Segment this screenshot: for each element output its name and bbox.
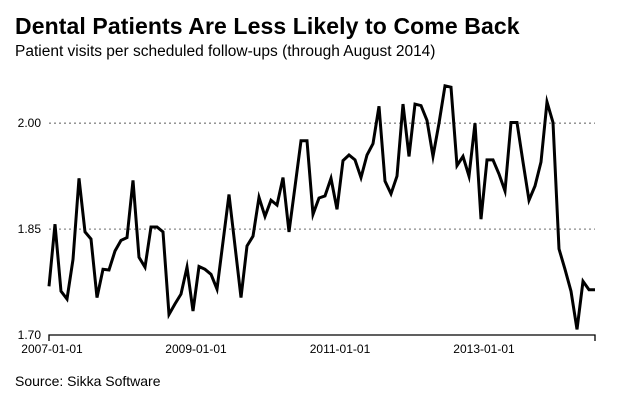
y-axis-ticks: 1.70 1.85 2.00 (18, 116, 42, 342)
y-tick-label: 1.70 (18, 328, 42, 342)
y-tick-label: 1.85 (18, 222, 42, 236)
x-axis (48, 334, 596, 341)
series-layer (47, 83, 595, 330)
gridlines (49, 122, 595, 230)
x-tick-label: 2009-01-01 (165, 342, 227, 356)
chart-subtitle: Patient visits per scheduled follow-ups … (15, 43, 436, 60)
x-tick-label: 2011-01-01 (310, 342, 371, 356)
x-axis-ticks: 2007-01-01 2009-01-01 2011-01-01 2013-01-01 (21, 342, 515, 356)
x-axis-line (48, 334, 596, 341)
x-tick-label: 2013-01-01 (453, 342, 515, 356)
series-line (47, 83, 595, 330)
y-tick-label: 2.00 (18, 116, 42, 130)
x-tick-label: 2007-01-01 (21, 342, 83, 356)
chart-title: Dental Patients Are Less Likely to Come … (15, 13, 520, 39)
source-note: Source: Sikka Software (15, 373, 161, 389)
